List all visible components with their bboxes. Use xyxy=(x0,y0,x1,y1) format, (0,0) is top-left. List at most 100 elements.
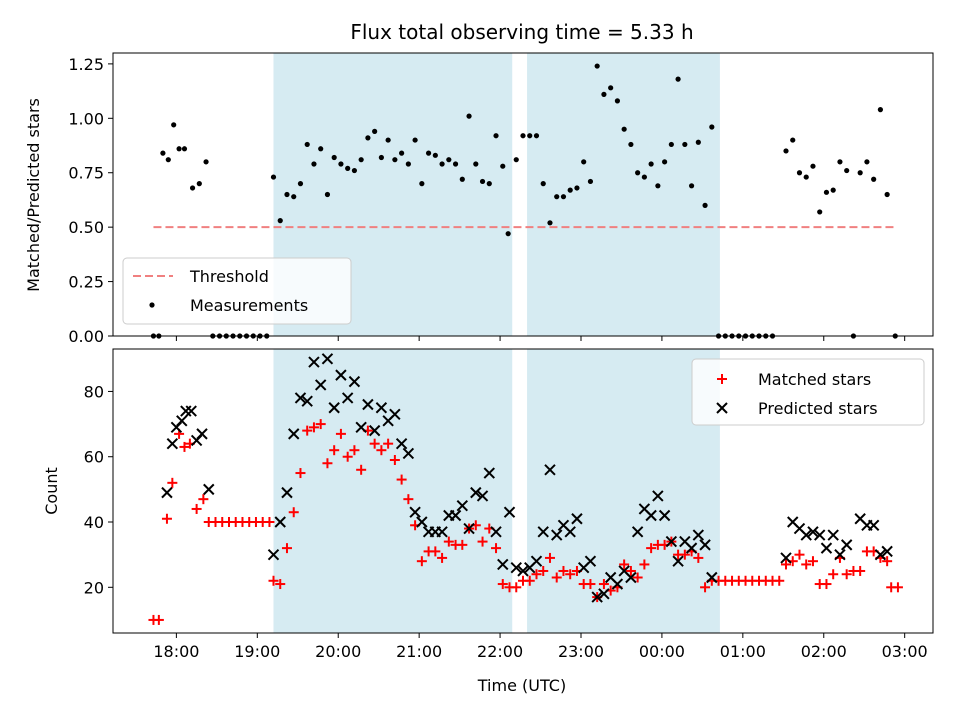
matched-point xyxy=(403,494,414,505)
measurement-point xyxy=(783,148,789,154)
measurement-point xyxy=(338,161,344,167)
predicted-point xyxy=(288,428,300,440)
predicted-point xyxy=(308,356,320,368)
measurement-point xyxy=(466,113,472,119)
predicted-point xyxy=(476,490,489,502)
predicted-point xyxy=(497,558,509,571)
measurement-point xyxy=(540,181,546,187)
matched-point xyxy=(565,569,576,580)
measurement-point xyxy=(500,163,506,169)
legend-measurements-swatch xyxy=(149,302,155,308)
legend-matched-label: Matched stars xyxy=(758,370,871,389)
y-tick-label: 80 xyxy=(84,382,104,401)
x-tick-label: 03:00 xyxy=(882,642,928,661)
predicted-point xyxy=(301,395,313,407)
measurement-point xyxy=(830,187,836,193)
predicted-point xyxy=(827,529,839,541)
legend-predicted-label: Predicted stars xyxy=(758,399,878,418)
measurement-point xyxy=(574,185,580,191)
x-axis-label: Time (UTC) xyxy=(477,676,566,695)
measurement-point xyxy=(345,165,351,171)
measurement-point xyxy=(392,157,398,163)
predicted-point xyxy=(685,542,698,554)
measurement-point xyxy=(668,141,674,148)
matched-point xyxy=(264,517,275,528)
matched-point xyxy=(161,513,172,524)
matched-point xyxy=(376,445,387,456)
x-tick-label: 18:00 xyxy=(153,642,199,661)
matched-point xyxy=(457,539,468,550)
matched-point xyxy=(679,549,690,560)
predicted-point xyxy=(267,548,280,561)
matched-point xyxy=(780,559,791,570)
matched-point xyxy=(491,543,502,554)
measurement-point xyxy=(648,161,654,167)
chart-title: Flux total observing time = 5.33 h xyxy=(350,20,693,44)
measurement-point xyxy=(520,133,526,139)
matched-point xyxy=(281,543,292,554)
predicted-point xyxy=(389,408,401,420)
matched-point xyxy=(477,536,488,547)
matched-point xyxy=(801,559,812,570)
matched-point xyxy=(558,565,569,576)
matched-point xyxy=(598,579,609,590)
measurement-point xyxy=(513,157,519,163)
x-tick-label: 19:00 xyxy=(234,642,280,661)
y-tick-label: 1.00 xyxy=(68,109,104,128)
measurement-point xyxy=(884,191,890,198)
predicted-point xyxy=(867,519,880,531)
matched-point xyxy=(700,582,711,593)
predicted-point xyxy=(840,539,853,551)
measurement-point xyxy=(682,141,688,148)
measurement-point xyxy=(486,181,492,187)
measurement-point xyxy=(587,178,594,185)
matched-point xyxy=(396,474,407,485)
predicted-point xyxy=(537,526,549,538)
predicted-point xyxy=(658,509,671,522)
x-tick-label: 21:00 xyxy=(396,642,442,661)
x-tick-label: 22:00 xyxy=(477,642,523,661)
measurement-point xyxy=(270,174,277,180)
predicted-point xyxy=(402,447,415,460)
predicted-point xyxy=(490,526,502,538)
predicted-point xyxy=(530,555,543,567)
predicted-point xyxy=(814,529,826,541)
predicted-point xyxy=(463,522,475,535)
measurement-point xyxy=(871,176,877,182)
legend-predicted-swatch xyxy=(716,402,728,414)
y-tick-label: 0.50 xyxy=(68,218,104,237)
x-tick-label: 00:00 xyxy=(639,642,685,661)
measurement-point xyxy=(567,187,573,193)
predicted-point xyxy=(564,526,576,538)
matched-point xyxy=(619,559,630,570)
matched-point xyxy=(892,582,903,593)
measurement-point xyxy=(196,181,202,187)
y-tick-label: 0.25 xyxy=(68,273,104,292)
measurement-point xyxy=(479,178,486,185)
matched-point xyxy=(828,569,839,580)
measurement-point xyxy=(688,183,695,189)
measurement-point xyxy=(675,76,681,82)
matched-point xyxy=(416,556,427,567)
matched-point xyxy=(794,549,805,560)
matched-point xyxy=(625,565,636,576)
predicted-point xyxy=(503,506,516,518)
predicted-point xyxy=(645,509,657,522)
predicted-point xyxy=(699,539,711,551)
measurement-point xyxy=(857,170,863,176)
predicted-point xyxy=(874,548,887,561)
measurement-point xyxy=(844,167,850,174)
y-tick-label: 40 xyxy=(84,513,104,532)
measurement-point xyxy=(419,181,425,187)
predicted-point xyxy=(294,392,307,404)
measurement-point xyxy=(446,157,452,163)
matched-point xyxy=(167,477,178,488)
matched-point xyxy=(632,572,643,583)
predicted-point xyxy=(368,424,381,437)
predicted-point xyxy=(611,578,624,590)
measurement-point xyxy=(399,150,405,156)
y-tick-label: 0.75 xyxy=(68,164,104,183)
x-tick-label: 23:00 xyxy=(558,642,604,661)
predicted-point xyxy=(517,565,529,577)
predicted-point xyxy=(321,353,334,365)
